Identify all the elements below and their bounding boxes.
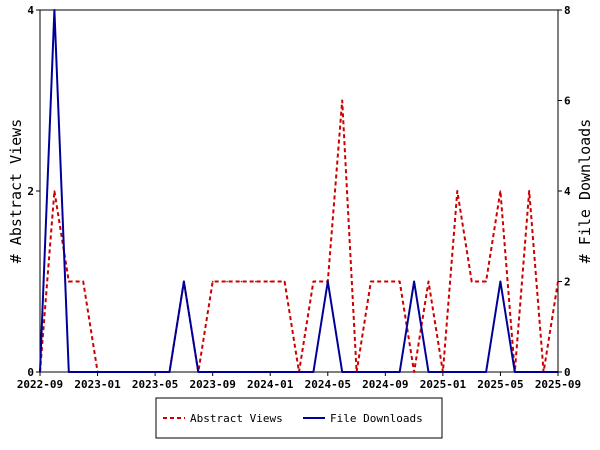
data-point-file-downloads [398, 371, 401, 373]
data-point-abstract-views [427, 280, 430, 283]
y-left-tick-label: 4 [27, 4, 34, 17]
series-line-abstract-views [39, 99, 559, 373]
data-point-file-downloads [82, 371, 84, 373]
x-tick-label: 2023-09 [189, 378, 235, 391]
data-point-abstract-views [68, 280, 70, 283]
y-right-tick-label: 4 [564, 185, 571, 198]
data-point-file-downloads [240, 371, 243, 373]
data-point-file-downloads [413, 280, 415, 283]
y-right-tick-label: 8 [564, 4, 571, 17]
data-point-file-downloads [226, 371, 228, 373]
data-point-file-downloads [485, 371, 487, 373]
data-point-abstract-views [370, 280, 372, 283]
data-point-abstract-views [283, 280, 286, 283]
data-point-abstract-views [413, 371, 415, 373]
legend: Abstract Views File Downloads [155, 397, 443, 439]
y-left-axis-title: # Abstract Views [7, 119, 25, 264]
legend-label-file-downloads: File Downloads [330, 412, 423, 425]
data-point-abstract-views [341, 99, 344, 102]
data-point-file-downloads [298, 371, 300, 373]
data-point-file-downloads [514, 371, 516, 373]
series-line-file-downloads [39, 9, 558, 373]
series-layer [39, 9, 559, 373]
legend-box [155, 397, 443, 439]
data-point-file-downloads [327, 280, 329, 283]
data-point-abstract-views [398, 280, 401, 283]
data-point-abstract-views [240, 280, 243, 283]
data-point-file-downloads [168, 371, 171, 373]
x-tick-label: 2025-09 [535, 378, 581, 391]
data-point-abstract-views [485, 280, 487, 283]
data-point-abstract-views [53, 190, 56, 192]
data-point-abstract-views [456, 190, 459, 192]
data-point-file-downloads [183, 280, 185, 283]
x-tick-label: 2024-01 [247, 378, 294, 391]
data-point-file-downloads [456, 371, 459, 373]
data-point-abstract-views [499, 190, 502, 192]
data-point-abstract-views [528, 190, 530, 192]
data-point-file-downloads [542, 371, 545, 373]
data-point-file-downloads [197, 371, 200, 373]
data-point-file-downloads [528, 371, 530, 373]
y-left-tick-label: 2 [27, 185, 34, 198]
x-tick-label: 2024-05 [305, 378, 351, 391]
y-left-tick-label: 0 [27, 366, 34, 379]
x-tick-label: 2023-05 [132, 378, 178, 391]
plot-border [39, 9, 559, 373]
data-point-abstract-views [211, 280, 214, 283]
x-tick-label: 2022-09 [17, 378, 63, 391]
x-tick-label: 2025-05 [477, 378, 523, 391]
data-point-file-downloads [470, 371, 473, 373]
legend-label-abstract-views: Abstract Views [190, 412, 283, 425]
data-point-file-downloads [427, 371, 430, 373]
data-point-abstract-views [312, 280, 315, 283]
data-point-file-downloads [125, 371, 128, 373]
data-point-abstract-views [82, 280, 84, 283]
plot-area [39, 9, 559, 373]
data-point-abstract-views [269, 280, 272, 283]
data-point-abstract-views [384, 280, 387, 283]
data-point-file-downloads [255, 371, 257, 373]
data-point-file-downloads [139, 371, 142, 373]
y-right-tick-label: 0 [564, 366, 571, 379]
data-point-file-downloads [341, 371, 344, 373]
data-point-file-downloads [68, 371, 70, 373]
y-right-tick-label: 2 [564, 276, 571, 289]
data-point-abstract-views [470, 280, 473, 283]
data-point-file-downloads [355, 371, 358, 373]
data-point-file-downloads [499, 280, 502, 283]
data-point-abstract-views [226, 280, 228, 283]
axes-layer: 2022-09 2023-01 2023-05 2023-09 2024-01 2024-… [17, 4, 581, 391]
data-point-abstract-views [255, 280, 257, 283]
data-point-file-downloads [53, 9, 56, 11]
data-point-file-downloads [283, 371, 286, 373]
y-right-axis-title: # File Downloads [576, 119, 594, 264]
x-tick-label: 2023-01 [74, 378, 121, 391]
x-tick-label: 2025-01 [420, 378, 467, 391]
x-tick-label: 2024-09 [362, 378, 408, 391]
data-point-file-downloads [111, 371, 113, 373]
data-point-file-downloads [312, 371, 315, 373]
data-point-file-downloads [370, 371, 372, 373]
y-right-tick-label: 6 [564, 95, 571, 108]
